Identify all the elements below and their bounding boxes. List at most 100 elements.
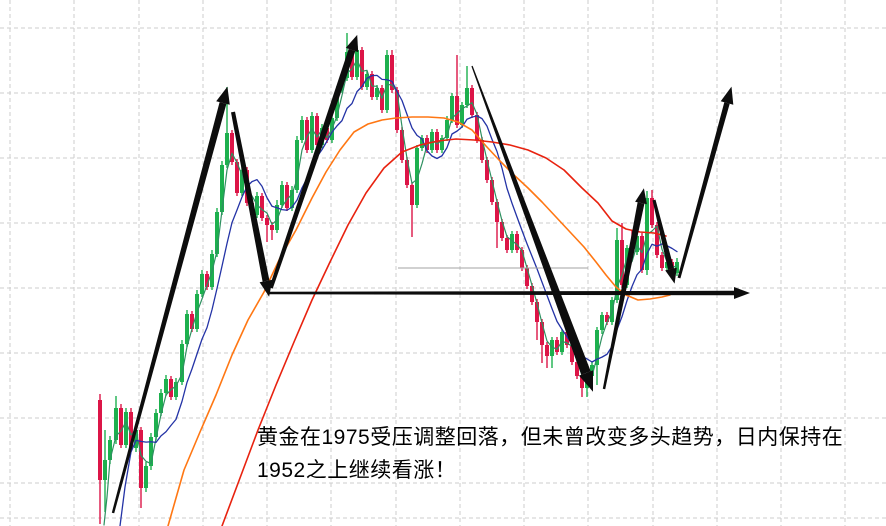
bear-candle — [655, 225, 659, 255]
bear-candle — [169, 379, 173, 397]
bull-candle — [420, 138, 424, 148]
bull-candle — [290, 190, 294, 208]
bear-candle — [360, 50, 364, 87]
bear-candle — [650, 198, 654, 225]
bear-candle — [325, 128, 329, 140]
bear-candle — [475, 115, 479, 140]
bull-candle — [635, 236, 639, 252]
projection-up-arrow-head-icon — [720, 86, 734, 105]
bull-candle — [595, 330, 599, 365]
impulse-up-arrow-2-shaft — [269, 48, 356, 289]
ma-slow-orange-line — [167, 116, 671, 526]
bear-candle — [119, 408, 123, 445]
bear-candle — [480, 140, 484, 160]
bear-candle — [395, 90, 399, 130]
bear-candle — [455, 96, 459, 125]
bull-candle — [430, 132, 434, 150]
bear-candle — [380, 88, 384, 110]
bear-candle — [485, 160, 489, 180]
analysis-caption: 黄金在1975受压调整回落，但未曾改变多头趋势，日内保持在 1952之上继续看涨… — [257, 421, 843, 487]
bear-candle — [490, 180, 494, 202]
projection-up-arrow — [677, 86, 734, 279]
bull-candle — [154, 413, 158, 437]
correction-down-arrow-shaft — [471, 65, 591, 375]
bull-candle — [385, 55, 389, 110]
bear-candle — [470, 88, 474, 115]
pullback-down-arrow-1-shaft — [231, 111, 270, 282]
bear-candle — [190, 314, 194, 329]
bull-candle — [675, 262, 679, 273]
impulse-up-arrow-1-shaft — [111, 102, 227, 514]
bull-candle — [220, 165, 224, 212]
bear-candle — [129, 412, 133, 448]
bear-candle — [235, 162, 239, 193]
bear-candle — [390, 55, 394, 90]
projection-up-arrow-shaft — [677, 102, 730, 279]
impulse-up-arrow-1 — [111, 86, 230, 514]
rebound-up-arrow — [602, 188, 647, 390]
minor-pullback-arrow-head-icon — [665, 267, 677, 284]
bear-candle — [575, 362, 579, 376]
bear-candle — [620, 240, 624, 285]
bull-candle — [465, 88, 469, 105]
bull-candle — [550, 340, 554, 356]
bear-candle — [139, 430, 143, 488]
bear-candle — [315, 116, 319, 145]
bull-candle — [375, 88, 379, 97]
bear-candle — [520, 250, 524, 268]
bull-candle — [174, 382, 178, 397]
bear-candle — [260, 196, 264, 218]
bear-candle — [580, 376, 584, 388]
minor-pullback-arrow-shaft — [652, 199, 674, 270]
analysis-caption-line1: 黄金在1975受压调整回落，但未曾改变多头趋势，日内保持在 — [257, 426, 844, 449]
bear-candle — [545, 345, 549, 356]
bull-candle — [445, 120, 449, 138]
bull-candle — [149, 437, 153, 466]
bull-candle — [590, 365, 594, 376]
bull-candle — [215, 212, 219, 254]
bull-candle — [510, 234, 514, 250]
bull-candle — [280, 185, 284, 205]
bull-candle — [103, 460, 107, 480]
bear-candle — [410, 185, 414, 205]
bull-candle — [164, 379, 168, 393]
bull-candle — [295, 140, 299, 190]
bull-candle — [144, 466, 148, 488]
correction-down-arrow-head-icon — [579, 370, 593, 392]
bear-candle — [495, 202, 499, 222]
bear-candle — [350, 52, 354, 77]
impulse-up-arrow-1-head-icon — [216, 86, 230, 105]
bull-candle — [180, 344, 184, 382]
bear-candle — [285, 185, 289, 208]
bull-candle — [415, 148, 419, 205]
bear-candle — [515, 234, 519, 250]
bear-candle — [205, 274, 209, 287]
correction-down-arrow — [471, 65, 593, 392]
bear-candle — [270, 225, 274, 230]
bear-candle — [570, 345, 574, 362]
bull-candle — [355, 50, 359, 77]
support-horizontal-arrow-head-icon — [734, 287, 750, 299]
bear-candle — [265, 218, 269, 225]
support-horizontal-arrow-shaft — [269, 290, 734, 296]
rebound-up-arrow-head-icon — [635, 188, 647, 205]
bull-candle — [615, 240, 619, 300]
bear-candle — [505, 238, 509, 250]
bull-candle — [365, 74, 369, 87]
bull-candle — [600, 315, 604, 330]
bear-candle — [660, 255, 664, 268]
bull-candle — [665, 262, 669, 268]
analysis-caption-line2: 1952之上继续看涨！ — [257, 459, 457, 482]
bull-candle — [225, 133, 229, 165]
bull-candle — [114, 408, 118, 440]
bull-candle — [310, 116, 314, 150]
ma-slowest-red-line — [221, 138, 667, 526]
bull-candle — [159, 393, 163, 413]
bear-candle — [400, 130, 404, 160]
minor-pullback-arrow — [652, 199, 677, 284]
bear-candle — [500, 222, 504, 238]
bear-candle — [605, 315, 609, 322]
rebound-up-arrow-shaft — [602, 202, 645, 390]
